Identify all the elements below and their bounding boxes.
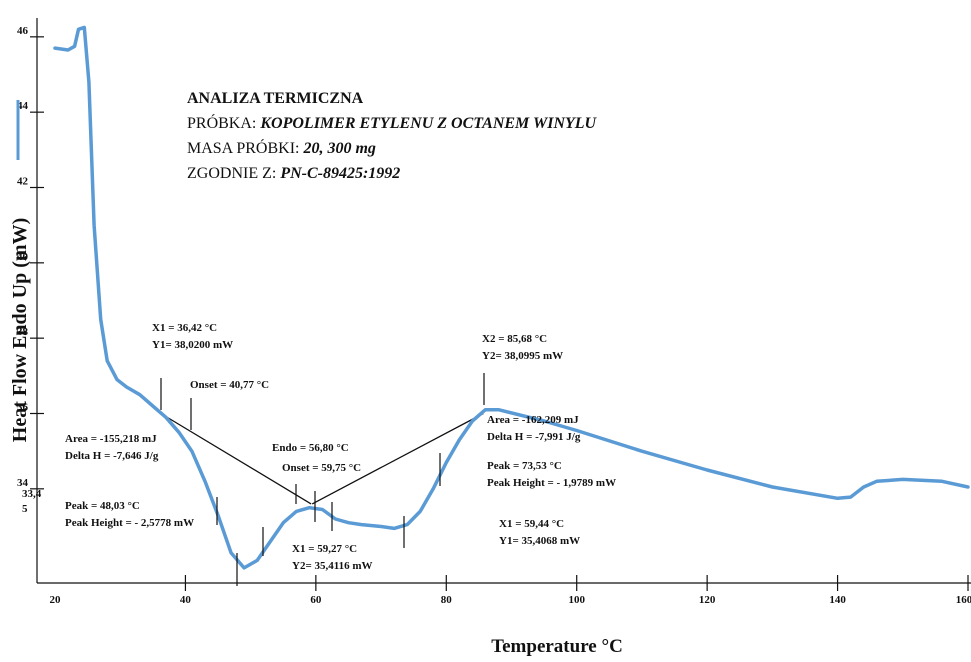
info-mass: MASA PRÓBKI: 20, 300 mg — [187, 138, 376, 157]
x-tick-label-120: 120 — [699, 594, 716, 606]
x-tick-label-140: 140 — [829, 594, 846, 606]
info-standard-label: ZGODNIE Z: — [187, 165, 280, 182]
ann-peak1-x2: X1 = 59,27 °C — [292, 543, 357, 555]
info-sample: PRÓBKA: KOPOLIMER ETYLENU Z OCTANEM WINY… — [187, 113, 598, 132]
ann-peak1-delta: Delta H = -7,646 J/g — [65, 450, 159, 462]
ann-peak1-height: Peak Height = - 2,5778 mW — [65, 517, 194, 529]
y-tick-label-44: 44 — [17, 100, 29, 112]
info-standard-value: PN-C-89425:1992 — [279, 165, 400, 182]
y-tick-label-34: 34 — [17, 477, 29, 489]
y-axis-title: Heat Flow Endo Up (mW) — [9, 218, 31, 442]
ann-peak2-height: Peak Height = - 1,9789 mW — [487, 477, 616, 489]
info-mass-label: MASA PRÓBKI: — [187, 138, 303, 157]
ann-peak2-onset: Onset = 59,75 °C — [282, 462, 361, 474]
y-extra-label-line2: 5 — [22, 503, 28, 515]
baseline-line-1 — [161, 413, 312, 505]
x-tick-label-160: 160 — [956, 594, 971, 606]
ann-peak2-x2: X2 = 85,68 °C — [482, 333, 547, 345]
y-tick-group: 46 44 42 40 38 36 34 — [17, 25, 44, 490]
baseline-group — [161, 412, 484, 505]
ann-peak1-y2: Y2= 35,4116 mW — [292, 560, 373, 572]
x-tick-label-60: 60 — [310, 594, 322, 606]
x-tick-label-20: 20 — [50, 594, 62, 606]
info-sample-label: PRÓBKA: — [187, 113, 260, 132]
y-tick-label-38: 38 — [17, 326, 29, 338]
ann-peak2-y1: Y1= 35,4068 mW — [499, 535, 580, 547]
y-extra-label-line1: 33,4 — [22, 488, 42, 500]
x-tick-label-100: 100 — [568, 594, 585, 606]
info-title: ANALIZA TERMICZNA — [187, 90, 364, 107]
x-tick-label-40: 40 — [180, 594, 192, 606]
ann-peak1-y1: Y1= 38,0200 mW — [152, 339, 233, 351]
info-sample-value: KOPOLIMER ETYLENU Z OCTANEM WINYLU — [259, 115, 597, 132]
info-mass-value: 20, 300 mg — [302, 140, 375, 157]
baseline-line-2 — [311, 412, 484, 505]
y-tick-label-42: 42 — [17, 176, 29, 188]
info-standard: ZGODNIE Z: PN-C-89425:1992 — [187, 165, 400, 182]
x-tick-group: 20 40 60 80 100 120 140 160 — [50, 575, 971, 606]
ann-peak2-y2: Y2= 38,0995 mW — [482, 350, 563, 362]
ann-peak1-area: Area = -155,218 mJ — [65, 433, 157, 445]
x-axis-unit: °C — [601, 636, 622, 657]
ann-peak2-peak: Peak = 73,53 °C — [487, 460, 562, 472]
ann-peak2-x1: X1 = 59,44 °C — [499, 518, 564, 530]
x-axis-label: Temperature — [491, 636, 597, 657]
ann-peak2-delta: Delta H = -7,991 J/g — [487, 431, 581, 443]
y-tick-label-46: 46 — [17, 25, 29, 37]
ann-peak1-onset: Onset = 40,77 °C — [190, 379, 269, 391]
y-tick-label-40: 40 — [17, 251, 29, 263]
ann-peak2-area: Area = -162,209 mJ — [487, 414, 579, 426]
ann-peak1-peak: Peak = 48,03 °C — [65, 500, 140, 512]
x-axis-title: Temperature °C — [491, 636, 623, 657]
ann-peak1-x1: X1 = 36,42 °C — [152, 322, 217, 334]
ann-peak2-endo: Endo = 56,80 °C — [272, 442, 349, 454]
heat-flow-curve — [53, 25, 970, 570]
y-tick-label-36: 36 — [17, 402, 29, 414]
marker-ticks — [160, 373, 485, 586]
x-tick-label-80: 80 — [441, 594, 453, 606]
